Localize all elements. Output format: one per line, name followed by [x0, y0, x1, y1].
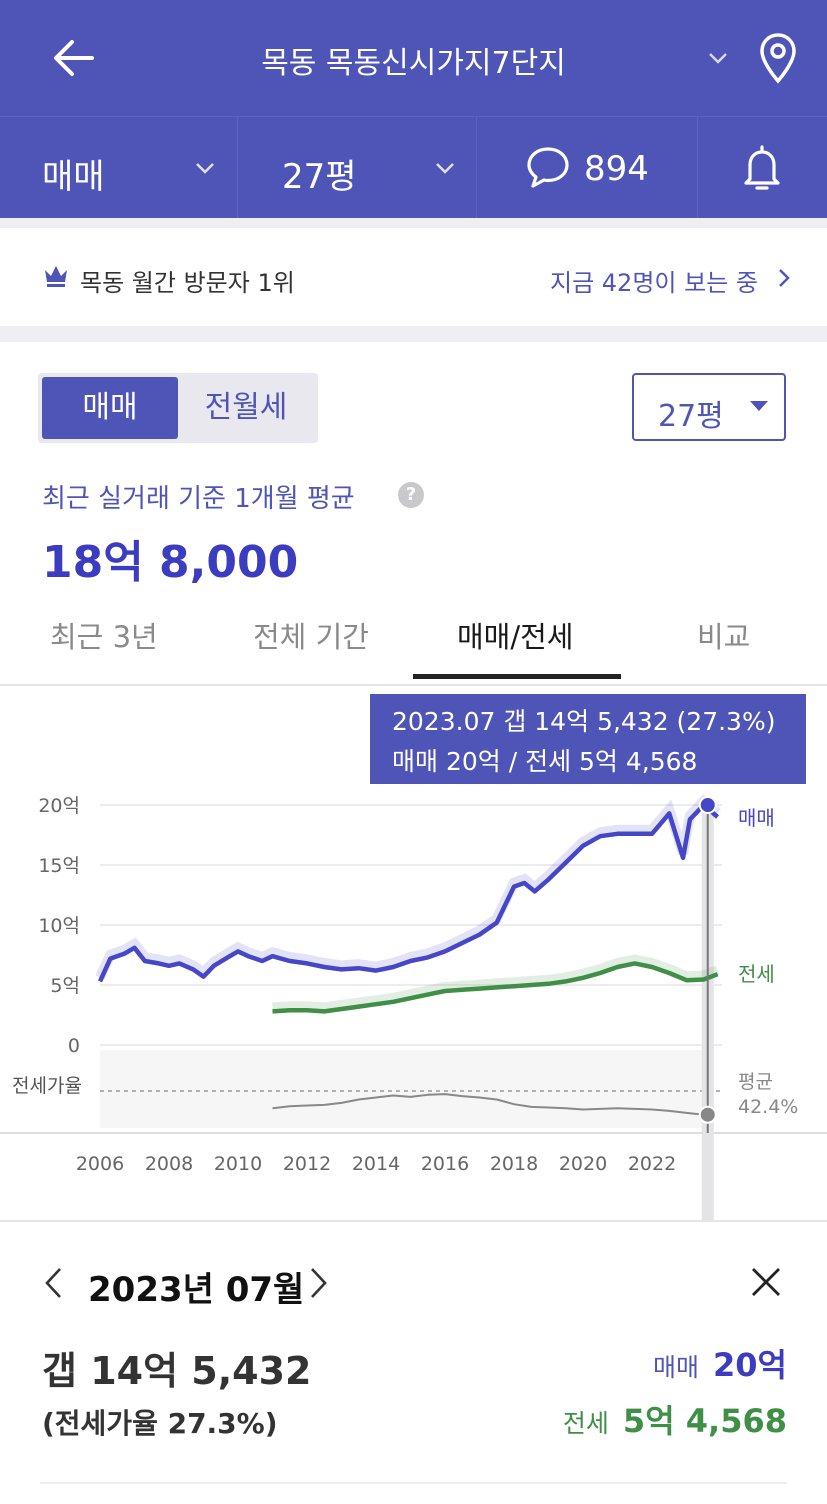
x-tick-label: 2008	[145, 1153, 193, 1175]
x-tick-label: 2020	[559, 1153, 607, 1175]
chevron-down-icon	[196, 163, 214, 174]
chart-series	[95, 794, 721, 1116]
comments-button[interactable]: 894	[477, 117, 698, 219]
chevron-down-icon	[436, 163, 454, 174]
trade-type-select[interactable]: 매매	[0, 117, 238, 219]
location-pin-icon[interactable]	[758, 32, 798, 84]
chart-gridlines	[100, 804, 722, 1046]
jeonse-ratio-line	[272, 1093, 704, 1116]
detail-gap: 갭 14억 5,432	[42, 1349, 312, 1393]
trade-type-label: 매매	[42, 157, 105, 197]
jeonse-range-band	[272, 954, 720, 1013]
ratio-marker	[698, 1105, 717, 1124]
rank-banner[interactable]: 목동 월간 방문자 1위 지금 42명이 보는 중	[0, 228, 827, 326]
tooltip-line-1: 2023.07 갭 14억 5,432 (27.3%)	[392, 707, 776, 736]
x-tick-label: 2010	[214, 1153, 262, 1175]
toggle-sale[interactable]: 매매	[42, 377, 178, 439]
sale-marker	[698, 796, 717, 814]
price-basis-label: 최근 실거래 기준 1개월 평균	[42, 484, 355, 514]
bell-icon	[744, 145, 780, 190]
rank-text: 목동 월간 방문자 1위	[80, 269, 295, 297]
sale-price-line	[97, 802, 720, 983]
complex-title[interactable]: 목동 목동신시가지7단지	[261, 46, 566, 81]
trade-toggle: 매매 전월세	[38, 373, 318, 443]
area-label: 27평	[282, 157, 357, 197]
chart-tooltip: 2023.07 갭 14억 5,432 (27.3%) 매매 20억 / 전세 …	[370, 694, 806, 784]
x-tick-label: 2006	[76, 1153, 124, 1175]
x-axis-ticks: 2006 2008 2010 2012 2014 2016 2018 2020 2022	[76, 1153, 676, 1175]
legend-sale: 매매	[738, 806, 775, 830]
sale-range-band	[95, 794, 721, 980]
detail-jeonse: 전세 5억 4,568	[563, 1396, 787, 1442]
x-tick-label: 2018	[490, 1153, 538, 1175]
tooltip-line-2: 매매 20억 / 전세 5억 4,568	[392, 747, 698, 776]
caret-down-icon	[750, 401, 768, 411]
detail-jeonse-label: 전세	[562, 1409, 609, 1438]
selection-markers	[698, 796, 717, 1124]
ratio-band-background	[100, 1050, 705, 1128]
x-tick-label: 2012	[283, 1153, 331, 1175]
y-tick-label: 15억	[38, 855, 80, 877]
tab-recent-3y[interactable]: 최근 3년	[50, 620, 158, 654]
y-tick-label: 10억	[38, 915, 80, 937]
detail-ratio: (전세가율 27.3%)	[42, 1407, 278, 1440]
detail-sale: 매매 20억	[653, 1340, 787, 1386]
back-arrow-icon[interactable]	[50, 34, 98, 82]
chat-bubble-icon	[527, 147, 569, 188]
size-label: 27평	[658, 399, 724, 434]
chevron-left-icon[interactable]	[42, 1266, 66, 1300]
tab-all-period[interactable]: 전체 기간	[253, 620, 369, 654]
ratio-average-label: 평균	[738, 1071, 773, 1093]
viewers-text[interactable]: 지금 42명이 보는 중	[550, 269, 758, 297]
x-tick-label: 2022	[628, 1153, 676, 1175]
y-tick-label: 5억	[50, 975, 80, 997]
x-tick-label: 2016	[421, 1153, 469, 1175]
detail-date: 2023년 07월	[88, 1270, 305, 1310]
section-gap	[0, 218, 827, 228]
chevron-right-icon[interactable]	[306, 1266, 330, 1300]
y-tick-label: 0	[68, 1035, 80, 1057]
chart-tabs: 최근 3년 전체 기간 매매/전세 비교	[0, 600, 827, 686]
x-tick-label: 2014	[352, 1153, 400, 1175]
section-gap	[0, 326, 827, 342]
legend-jeonse: 전세	[738, 962, 775, 986]
tab-sale-jeonse[interactable]: 매매/전세	[457, 620, 574, 654]
filter-bar: 매매 27평 894	[0, 116, 827, 219]
y-tick-label: 20억	[38, 795, 80, 817]
crown-icon	[45, 266, 67, 287]
active-tab-indicator	[413, 674, 621, 679]
area-select[interactable]: 27평	[238, 117, 477, 219]
ratio-average-value: 42.4%	[738, 1096, 798, 1118]
detail-sale-label: 매매	[653, 1353, 700, 1382]
bottom-divider	[40, 1482, 787, 1484]
help-icon[interactable]: ?	[398, 482, 424, 508]
close-icon[interactable]	[750, 1266, 782, 1298]
chevron-right-icon[interactable]	[774, 266, 794, 290]
size-select[interactable]: 27평	[632, 373, 786, 441]
jeonse-price-line	[272, 961, 719, 1014]
toggle-rent[interactable]: 전월세	[204, 390, 288, 425]
average-price: 18억 8,000	[42, 537, 299, 588]
app-header: 목동 목동신시가지7단지	[0, 0, 827, 116]
comment-count: 894	[584, 149, 649, 189]
detail-jeonse-value: 5억 4,568	[622, 1402, 787, 1440]
chevron-down-icon[interactable]	[704, 44, 732, 72]
tab-compare[interactable]: 비교	[697, 620, 751, 654]
y-axis-ticks: 0 5억 10억 15억 20억	[38, 795, 80, 1057]
section-divider	[0, 1220, 827, 1222]
ratio-band-label: 전세가율	[12, 1075, 82, 1097]
detail-sale-value: 20억	[713, 1346, 787, 1384]
notification-button[interactable]	[698, 117, 827, 219]
